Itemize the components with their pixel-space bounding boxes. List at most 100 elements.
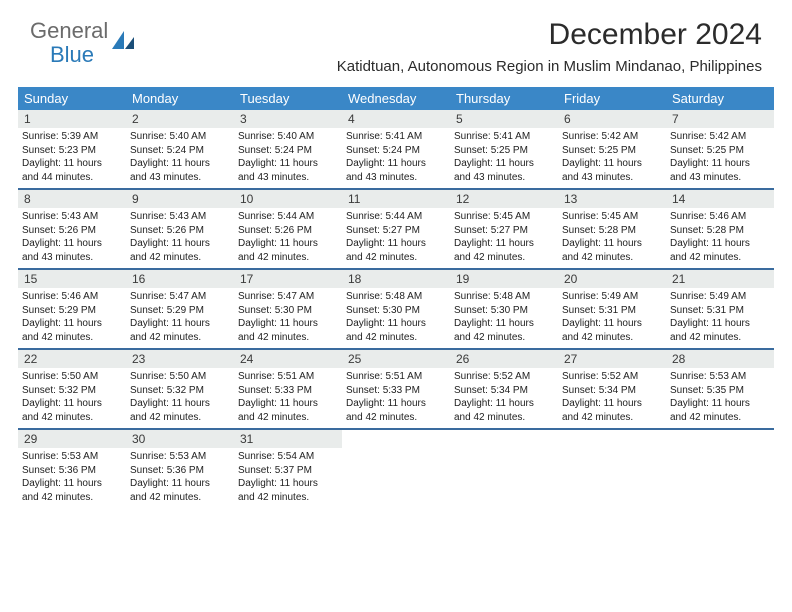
empty-cell bbox=[342, 430, 450, 508]
day-cell: 5Sunrise: 5:41 AMSunset: 5:25 PMDaylight… bbox=[450, 110, 558, 188]
day-day2: and 42 minutes. bbox=[22, 411, 122, 425]
day-body: Sunrise: 5:48 AMSunset: 5:30 PMDaylight:… bbox=[342, 288, 450, 348]
day-day2: and 43 minutes. bbox=[22, 251, 122, 265]
empty-cell bbox=[666, 430, 774, 508]
day-body: Sunrise: 5:47 AMSunset: 5:30 PMDaylight:… bbox=[234, 288, 342, 348]
day-day2: and 42 minutes. bbox=[238, 251, 338, 265]
day-sunrise: Sunrise: 5:41 AM bbox=[346, 130, 446, 144]
day-day1: Daylight: 11 hours bbox=[454, 317, 554, 331]
day-body: Sunrise: 5:52 AMSunset: 5:34 PMDaylight:… bbox=[450, 368, 558, 428]
day-cell: 10Sunrise: 5:44 AMSunset: 5:26 PMDayligh… bbox=[234, 190, 342, 268]
day-sunrise: Sunrise: 5:41 AM bbox=[454, 130, 554, 144]
day-day1: Daylight: 11 hours bbox=[130, 157, 230, 171]
day-body: Sunrise: 5:40 AMSunset: 5:24 PMDaylight:… bbox=[234, 128, 342, 188]
day-number: 14 bbox=[666, 190, 774, 208]
empty-cell bbox=[558, 430, 666, 508]
day-number: 6 bbox=[558, 110, 666, 128]
day-number: 18 bbox=[342, 270, 450, 288]
day-cell: 26Sunrise: 5:52 AMSunset: 5:34 PMDayligh… bbox=[450, 350, 558, 428]
day-day2: and 42 minutes. bbox=[130, 251, 230, 265]
day-cell: 22Sunrise: 5:50 AMSunset: 5:32 PMDayligh… bbox=[18, 350, 126, 428]
day-sunrise: Sunrise: 5:53 AM bbox=[130, 450, 230, 464]
day-cell: 2Sunrise: 5:40 AMSunset: 5:24 PMDaylight… bbox=[126, 110, 234, 188]
logo-blue-text: Blue bbox=[50, 42, 94, 68]
day-cell: 28Sunrise: 5:53 AMSunset: 5:35 PMDayligh… bbox=[666, 350, 774, 428]
day-day1: Daylight: 11 hours bbox=[22, 157, 122, 171]
day-day1: Daylight: 11 hours bbox=[130, 237, 230, 251]
day-day1: Daylight: 11 hours bbox=[238, 477, 338, 491]
weekday-header: Friday bbox=[558, 87, 666, 110]
day-day1: Daylight: 11 hours bbox=[346, 237, 446, 251]
day-body: Sunrise: 5:53 AMSunset: 5:36 PMDaylight:… bbox=[18, 448, 126, 508]
day-sunrise: Sunrise: 5:42 AM bbox=[670, 130, 770, 144]
day-sunset: Sunset: 5:26 PM bbox=[22, 224, 122, 238]
day-sunrise: Sunrise: 5:50 AM bbox=[130, 370, 230, 384]
day-day2: and 42 minutes. bbox=[346, 331, 446, 345]
day-number: 1 bbox=[18, 110, 126, 128]
day-body: Sunrise: 5:49 AMSunset: 5:31 PMDaylight:… bbox=[558, 288, 666, 348]
day-sunset: Sunset: 5:29 PM bbox=[22, 304, 122, 318]
day-sunset: Sunset: 5:30 PM bbox=[238, 304, 338, 318]
day-number: 20 bbox=[558, 270, 666, 288]
day-number: 26 bbox=[450, 350, 558, 368]
day-sunset: Sunset: 5:35 PM bbox=[670, 384, 770, 398]
day-sunset: Sunset: 5:23 PM bbox=[22, 144, 122, 158]
day-day1: Daylight: 11 hours bbox=[454, 237, 554, 251]
day-body: Sunrise: 5:43 AMSunset: 5:26 PMDaylight:… bbox=[18, 208, 126, 268]
day-day1: Daylight: 11 hours bbox=[238, 397, 338, 411]
day-body: Sunrise: 5:44 AMSunset: 5:27 PMDaylight:… bbox=[342, 208, 450, 268]
day-number: 7 bbox=[666, 110, 774, 128]
weekday-header: Wednesday bbox=[342, 87, 450, 110]
day-body: Sunrise: 5:42 AMSunset: 5:25 PMDaylight:… bbox=[558, 128, 666, 188]
day-body: Sunrise: 5:51 AMSunset: 5:33 PMDaylight:… bbox=[342, 368, 450, 428]
day-day1: Daylight: 11 hours bbox=[454, 397, 554, 411]
day-day2: and 42 minutes. bbox=[562, 411, 662, 425]
day-day2: and 42 minutes. bbox=[346, 251, 446, 265]
day-day2: and 42 minutes. bbox=[22, 491, 122, 505]
day-sunrise: Sunrise: 5:44 AM bbox=[238, 210, 338, 224]
day-cell: 23Sunrise: 5:50 AMSunset: 5:32 PMDayligh… bbox=[126, 350, 234, 428]
day-cell: 3Sunrise: 5:40 AMSunset: 5:24 PMDaylight… bbox=[234, 110, 342, 188]
empty-cell bbox=[450, 430, 558, 508]
logo-blue-wrap: Blue bbox=[30, 42, 108, 68]
day-number: 21 bbox=[666, 270, 774, 288]
day-body: Sunrise: 5:53 AMSunset: 5:35 PMDaylight:… bbox=[666, 368, 774, 428]
day-sunset: Sunset: 5:30 PM bbox=[454, 304, 554, 318]
weekday-header-row: Sunday Monday Tuesday Wednesday Thursday… bbox=[18, 87, 774, 110]
day-sunrise: Sunrise: 5:40 AM bbox=[130, 130, 230, 144]
day-cell: 12Sunrise: 5:45 AMSunset: 5:27 PMDayligh… bbox=[450, 190, 558, 268]
day-sunset: Sunset: 5:27 PM bbox=[454, 224, 554, 238]
day-day2: and 43 minutes. bbox=[562, 171, 662, 185]
day-sunrise: Sunrise: 5:52 AM bbox=[562, 370, 662, 384]
day-sunrise: Sunrise: 5:51 AM bbox=[346, 370, 446, 384]
day-number: 30 bbox=[126, 430, 234, 448]
day-sunset: Sunset: 5:32 PM bbox=[22, 384, 122, 398]
day-number: 2 bbox=[126, 110, 234, 128]
day-day2: and 42 minutes. bbox=[238, 491, 338, 505]
day-day1: Daylight: 11 hours bbox=[670, 397, 770, 411]
day-number: 12 bbox=[450, 190, 558, 208]
logo-general-text: General bbox=[30, 18, 108, 44]
day-cell: 21Sunrise: 5:49 AMSunset: 5:31 PMDayligh… bbox=[666, 270, 774, 348]
day-cell: 20Sunrise: 5:49 AMSunset: 5:31 PMDayligh… bbox=[558, 270, 666, 348]
day-day2: and 42 minutes. bbox=[130, 331, 230, 345]
day-sunrise: Sunrise: 5:40 AM bbox=[238, 130, 338, 144]
day-day2: and 42 minutes. bbox=[454, 411, 554, 425]
day-day2: and 43 minutes. bbox=[346, 171, 446, 185]
day-day1: Daylight: 11 hours bbox=[130, 317, 230, 331]
day-day2: and 42 minutes. bbox=[670, 411, 770, 425]
day-day2: and 43 minutes. bbox=[130, 171, 230, 185]
day-day2: and 42 minutes. bbox=[454, 251, 554, 265]
day-day2: and 42 minutes. bbox=[454, 331, 554, 345]
day-number: 3 bbox=[234, 110, 342, 128]
day-cell: 9Sunrise: 5:43 AMSunset: 5:26 PMDaylight… bbox=[126, 190, 234, 268]
day-cell: 16Sunrise: 5:47 AMSunset: 5:29 PMDayligh… bbox=[126, 270, 234, 348]
day-day1: Daylight: 11 hours bbox=[238, 317, 338, 331]
day-sunrise: Sunrise: 5:44 AM bbox=[346, 210, 446, 224]
day-day1: Daylight: 11 hours bbox=[562, 237, 662, 251]
day-number: 19 bbox=[450, 270, 558, 288]
day-cell: 14Sunrise: 5:46 AMSunset: 5:28 PMDayligh… bbox=[666, 190, 774, 268]
day-sunset: Sunset: 5:29 PM bbox=[130, 304, 230, 318]
day-number: 11 bbox=[342, 190, 450, 208]
day-body: Sunrise: 5:45 AMSunset: 5:28 PMDaylight:… bbox=[558, 208, 666, 268]
